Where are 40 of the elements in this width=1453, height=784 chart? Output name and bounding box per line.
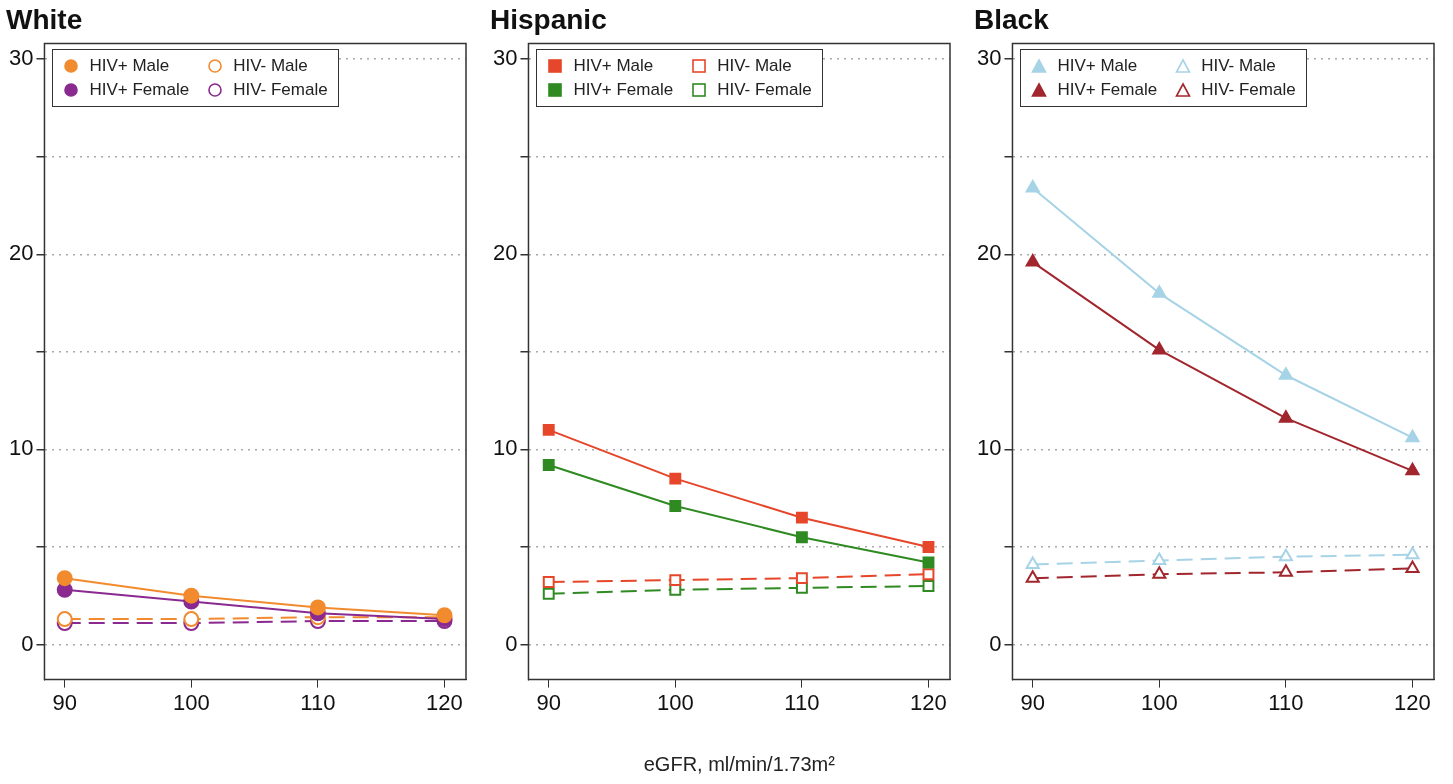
x-tick-label: 100: [656, 689, 694, 715]
legend-label: HIV- Female: [717, 79, 812, 100]
y-tick-label: 30: [492, 45, 518, 71]
x-tick-label: 90: [1020, 689, 1045, 715]
y-tick-label: 0: [505, 630, 518, 656]
y-tick-label: 30: [976, 45, 1002, 71]
legend-label: HIV+ Male: [89, 55, 170, 76]
chart-title: Hispanic: [490, 3, 607, 35]
legend-label: HIV- Female: [1201, 79, 1296, 100]
x-tick-label: 100: [1140, 689, 1178, 715]
x-tick-label: 100: [172, 689, 210, 715]
y-tick-label: 0: [989, 630, 1002, 656]
y-tick-label: 30: [8, 45, 34, 71]
legend-label: HIV- Male: [717, 55, 792, 76]
x-tick-label: 120: [1394, 689, 1431, 715]
x-tick-label: 120: [426, 689, 463, 715]
x-tick-label: 110: [784, 689, 820, 715]
y-tick-label: 10: [492, 435, 518, 461]
legend-label: HIV- Male: [1201, 55, 1276, 76]
x-tick-label: 110: [300, 689, 336, 715]
x-tick-label: 90: [536, 689, 561, 715]
legend-label: HIV+ Male: [1057, 55, 1138, 76]
chart-title: White: [6, 3, 83, 35]
y-tick-label: 10: [8, 435, 34, 461]
legend-label: HIV+ Female: [573, 79, 674, 100]
legend-label: HIV+ Female: [1057, 79, 1158, 100]
x-tick-label: 120: [910, 689, 947, 715]
y-tick-label: 20: [492, 240, 518, 266]
y-tick-label: 20: [976, 240, 1002, 266]
legend-label: HIV+ Male: [573, 55, 654, 76]
legend-label: HIV+ Female: [89, 79, 190, 100]
y-tick-label: 10: [976, 435, 1002, 461]
legend-label: HIV- Female: [233, 79, 328, 100]
x-tick-label: 110: [1268, 689, 1304, 715]
y-tick-label: 0: [21, 630, 34, 656]
x-tick-label: 90: [52, 689, 77, 715]
chart-title: Black: [974, 3, 1050, 35]
x-axis-title: eGFR, ml/min/1.73m²: [643, 753, 835, 776]
legend-label: HIV- Male: [233, 55, 308, 76]
y-tick-label: 20: [8, 240, 34, 266]
